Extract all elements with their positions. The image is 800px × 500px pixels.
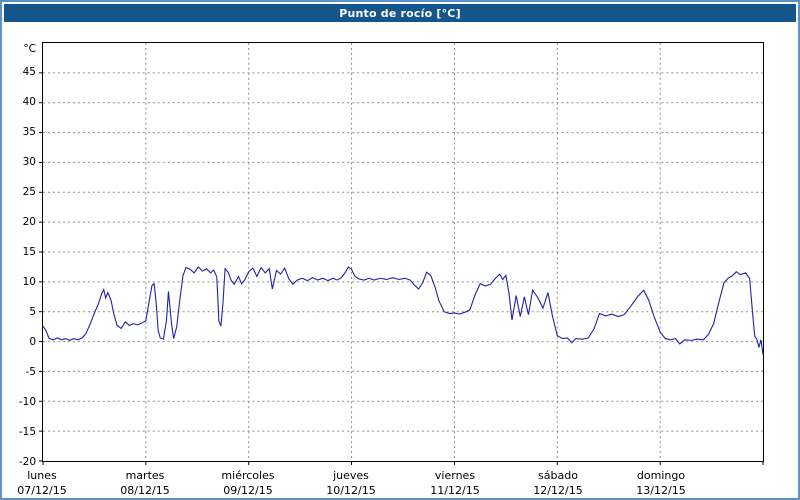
day-name: miércoles	[221, 469, 275, 482]
y-tick-label-40: 40	[22, 96, 36, 108]
x-axis-day-label-thursday: jueves 10/12/15	[311, 468, 391, 498]
x-axis-day-label-friday: viernes 11/12/15	[415, 468, 495, 498]
y-tick-label-35: 35	[22, 126, 36, 138]
day-date: 11/12/15	[430, 484, 480, 497]
day-date: 09/12/15	[223, 484, 273, 497]
day-date: 13/12/15	[636, 484, 686, 497]
day-date: 08/12/15	[120, 484, 170, 497]
y-tick-label-20: 20	[22, 216, 36, 228]
y-tick-label-10: 10	[22, 276, 36, 288]
y-axis-unit-label: °C	[23, 43, 36, 55]
x-axis-day-label-sunday: domingo 13/12/15	[621, 468, 701, 498]
y-tick-label-45: 45	[22, 66, 36, 78]
day-name: martes	[125, 469, 165, 482]
x-axis-day-label-wednesday: miércoles 09/12/15	[208, 468, 288, 498]
day-date: 12/12/15	[533, 484, 583, 497]
y-tick-label-25: 25	[22, 186, 36, 198]
y-tick-label-m20: -20	[18, 456, 36, 468]
day-date: 07/12/15	[17, 484, 67, 497]
y-tick-label-15: 15	[22, 246, 36, 258]
y-tick-label-30: 30	[22, 156, 36, 168]
day-name: domingo	[636, 469, 686, 482]
dewpoint-series-line	[42, 266, 764, 355]
y-tick-label-0: 0	[29, 336, 36, 348]
y-tick-label-m10: -10	[18, 396, 36, 408]
x-axis-day-label-monday: lunes 07/12/15	[2, 468, 82, 498]
y-tick-label-m15: -15	[18, 426, 36, 438]
y-tick-label-5: 5	[29, 306, 36, 318]
day-name: viernes	[434, 469, 476, 482]
x-axis-day-label-saturday: sábado 12/12/15	[518, 468, 598, 498]
chart-title: Punto de rocío [°C]	[339, 6, 461, 20]
day-name: sábado	[538, 469, 578, 482]
chart-title-bar: Punto de rocío [°C]	[4, 4, 796, 22]
day-name: lunes	[27, 469, 57, 482]
plot-region	[39, 42, 764, 465]
x-axis-day-label-tuesday: martes 08/12/15	[105, 468, 185, 498]
day-date: 10/12/15	[326, 484, 376, 497]
y-tick-label-m5: -5	[25, 366, 36, 378]
day-name: jueves	[333, 469, 369, 482]
